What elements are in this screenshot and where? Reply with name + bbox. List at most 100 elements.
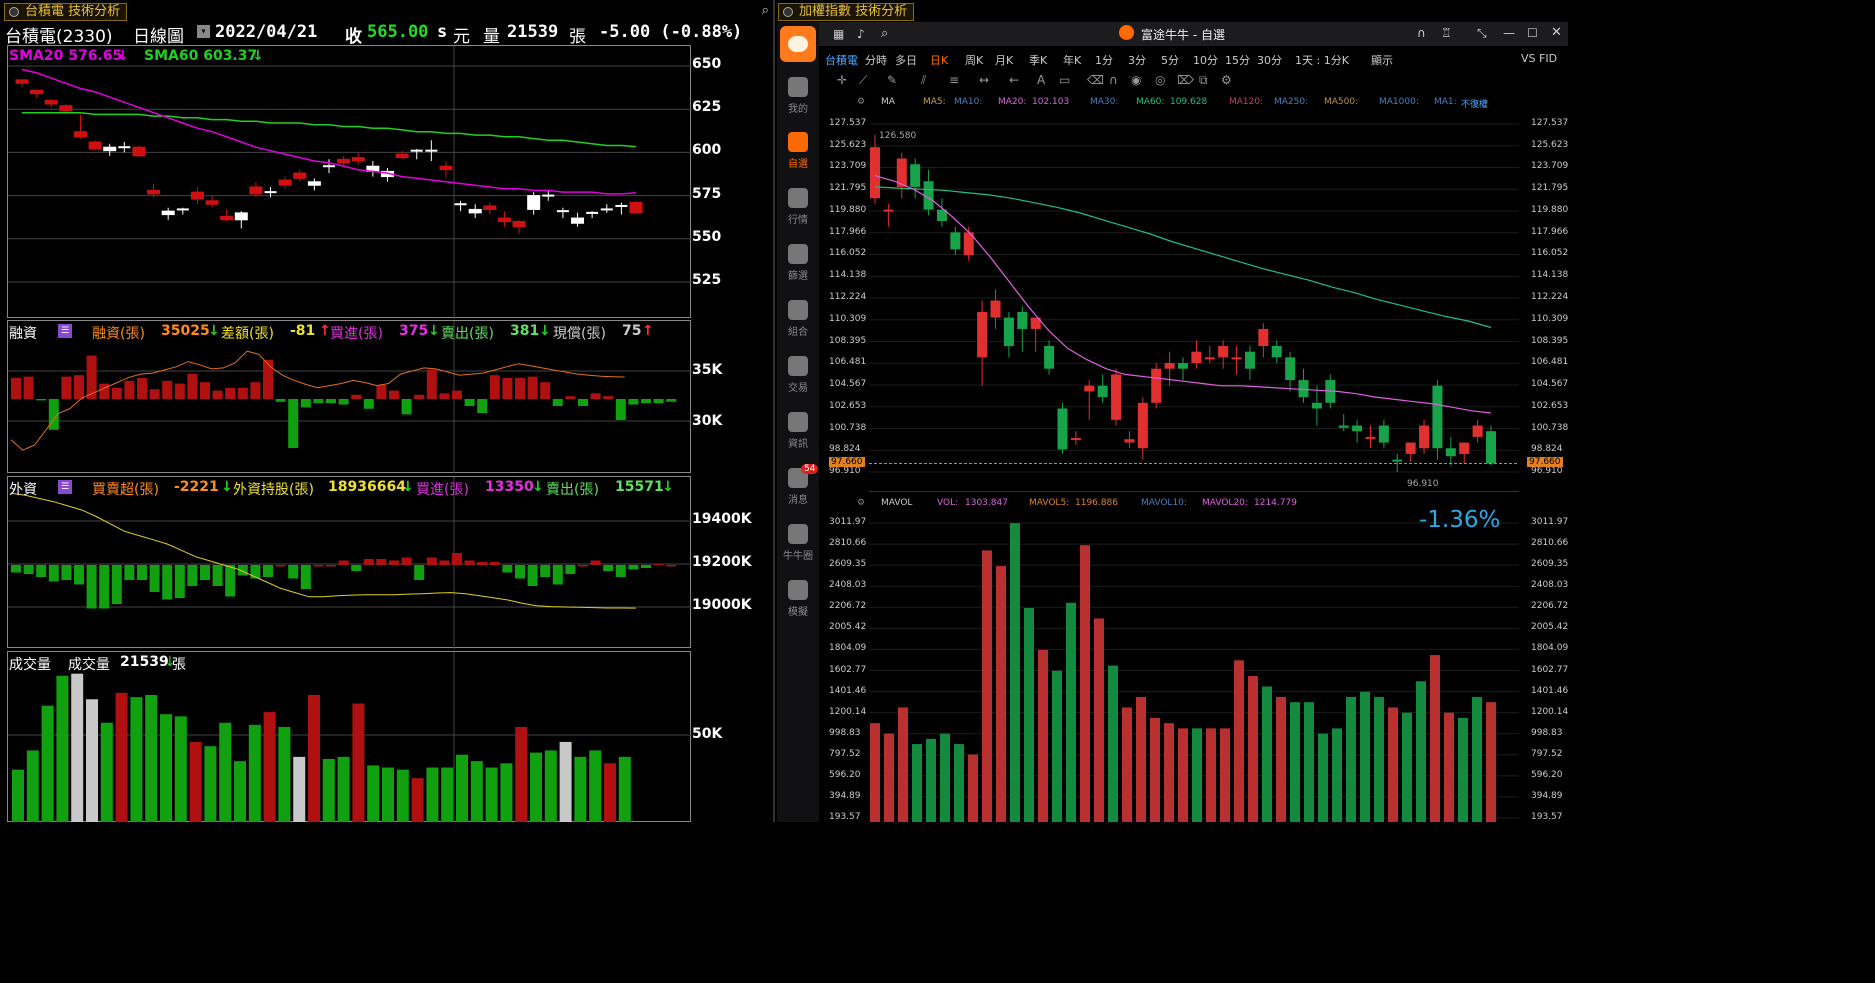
candle-body — [512, 221, 526, 228]
volume-tick-label-right: 2810.66 — [1531, 538, 1568, 549]
pen-tool-icon[interactable]: ✎ — [887, 73, 898, 87]
volume-bar — [100, 722, 113, 822]
price-tick-label-right: 112.224 — [1531, 291, 1568, 302]
margin-chart[interactable] — [8, 321, 692, 474]
futu-price-pane[interactable]: 126.580 96.910 — [869, 114, 1519, 492]
timeframe-tab[interactable]: 顯示 — [1371, 54, 1393, 67]
timeframe-tab[interactable]: 30分 — [1257, 54, 1282, 67]
timeframe-tab[interactable]: VS FID — [1521, 52, 1558, 65]
timeframe-tab[interactable]: 5分 — [1161, 54, 1179, 67]
margin-bar — [351, 394, 362, 399]
close-icon[interactable]: ✕ — [1551, 25, 1562, 40]
last-price-tag-right: 97.660 — [1527, 457, 1563, 468]
sidebar-item-9[interactable]: 模擬 — [777, 580, 819, 618]
timeframe-tab[interactable]: 日K — [930, 54, 949, 67]
note-tool-icon[interactable]: ▭ — [1059, 73, 1071, 87]
eye-icon[interactable]: ◉ — [1131, 73, 1142, 87]
volume-bar — [1374, 696, 1384, 822]
window-menu-icon[interactable] — [9, 7, 19, 17]
community-icon — [788, 524, 808, 544]
sma60-line — [22, 111, 637, 148]
sidebar-item-0[interactable]: 我的 — [777, 77, 819, 115]
timeframe-tab[interactable]: 15分 — [1225, 54, 1250, 67]
headset-icon[interactable]: ∩ — [1417, 26, 1426, 40]
left-window-tab[interactable]: 台積電 技術分析 — [4, 3, 128, 21]
message-badge: 54 — [801, 464, 819, 474]
crosshair-icon[interactable]: ✛ — [837, 73, 848, 87]
minimize-icon[interactable]: — — [1503, 26, 1515, 40]
list-settings-icon[interactable]: ☰ — [58, 480, 72, 494]
lock-icon[interactable]: ◎ — [1155, 73, 1166, 87]
magnifier-icon[interactable]: ⌕ — [761, 3, 769, 18]
timeframe-tab[interactable]: 台積電 — [825, 54, 858, 67]
volume-chart[interactable] — [8, 652, 692, 822]
margin-bar — [250, 382, 261, 399]
period-dropdown-icon[interactable]: ▾ — [197, 25, 210, 38]
fib-tool-icon[interactable]: ≡ — [949, 73, 960, 87]
no-adjust-toggle[interactable]: 不復權 — [1461, 100, 1489, 110]
timeframe-tab[interactable]: 周K — [965, 54, 984, 67]
margin-bar — [48, 399, 59, 430]
timeframe-tab[interactable]: 多日 — [895, 54, 917, 67]
sidebar-item-6[interactable]: 資訊 — [777, 412, 819, 450]
maximize-icon[interactable]: ☐ — [1527, 26, 1538, 40]
volume-bar — [367, 765, 380, 822]
price-pane[interactable]: SMA20 576.65 ↓ SMA60 603.37 ↓ — [7, 45, 692, 319]
volume-pane[interactable]: 成交量 成交量 21539 ↓ 張 — [7, 651, 692, 822]
magnet-icon[interactable]: ∩ — [1109, 73, 1118, 87]
candle-body — [205, 200, 219, 205]
arrow-tool-icon[interactable]: ← — [1009, 73, 1020, 87]
timeframe-tab[interactable]: 年K — [1063, 54, 1082, 67]
period-label[interactable]: 日線圖 — [133, 27, 184, 47]
candle-body — [629, 202, 643, 214]
search-icon[interactable]: ⌕ — [881, 26, 889, 41]
sidebar-item-2[interactable]: 行情 — [777, 188, 819, 226]
delete-icon[interactable]: ⌦ — [1177, 73, 1194, 87]
window-menu-icon[interactable] — [783, 7, 793, 17]
sidebar-item-3[interactable]: 篩選 — [777, 244, 819, 282]
channel-tool-icon[interactable]: ⫽ — [921, 73, 927, 87]
grid-view-icon[interactable]: ▦ — [833, 27, 845, 41]
ma-item-label: MA250: — [1274, 97, 1309, 107]
foreign-bar — [200, 565, 210, 580]
list-settings-icon[interactable]: ☰ — [58, 324, 72, 338]
right-window-tab[interactable]: 加權指數 技術分析 — [778, 3, 915, 21]
line-tool-icon[interactable]: ⟋ — [859, 73, 868, 87]
timeframe-tab[interactable]: 10分 — [1193, 54, 1218, 67]
futu-volume-pane[interactable]: -1.36% — [869, 507, 1519, 822]
collapse-icon[interactable]: ⤡ — [1477, 26, 1487, 40]
avatar[interactable] — [780, 26, 816, 62]
timeframe-tab[interactable]: 1天 : 1分K — [1295, 54, 1349, 67]
candle-body — [190, 191, 204, 200]
sidebar-item-8[interactable]: 牛牛圈 — [777, 524, 819, 562]
sidebar-item-label: 消息 — [788, 495, 808, 506]
candlestick-chart[interactable] — [8, 46, 692, 319]
foreign-pane[interactable]: 外資 ☰ 買賣超(張) -2221 ↓ 外資持股(張) 18936664 ↓ 買進(張) 1335… — [7, 476, 692, 649]
settings-gear-icon[interactable]: ⚙ — [1221, 73, 1232, 87]
sidebar-item-4[interactable]: 組合 — [777, 300, 819, 338]
candle-body — [1164, 363, 1175, 369]
eraser-icon[interactable]: ⌫ — [1087, 73, 1104, 87]
futu-volume-chart[interactable] — [869, 513, 1519, 822]
foreign-chart[interactable] — [8, 477, 692, 649]
measure-tool-icon[interactable]: ↔ — [979, 73, 990, 87]
margin-pane[interactable]: 融資 ☰ 融資(張) 35025 ↓ 差額(張) -81 ↑ 買進(張) 375 ↓ 賣出(張) 381… — [7, 320, 692, 474]
candle-body — [88, 141, 102, 150]
timeframe-tab[interactable]: 1分 — [1095, 54, 1113, 67]
timeframe-tab[interactable]: 季K — [1029, 54, 1048, 67]
text-tool-icon[interactable]: A — [1037, 73, 1046, 87]
volume-tick-label-right: 193.57 — [1531, 812, 1563, 822]
futu-candlestick-chart[interactable]: 126.580 96.910 — [869, 114, 1519, 492]
sidebar-item-1[interactable]: 自選 — [777, 132, 819, 170]
layers-icon[interactable]: ⧉ — [1199, 73, 1208, 87]
shirt-icon[interactable]: ♖ — [1441, 26, 1452, 40]
sidebar-item-5[interactable]: 交易 — [777, 356, 819, 394]
timeframe-tab[interactable]: 月K — [995, 54, 1014, 67]
sidebar-item-label: 篩選 — [788, 271, 808, 282]
timeframe-tab[interactable]: 分時 — [865, 54, 887, 67]
bell-icon[interactable]: ♪ — [857, 27, 865, 41]
timeframe-tab[interactable]: 3分 — [1128, 54, 1146, 67]
sidebar-item-7[interactable]: 消息 54 — [777, 464, 819, 506]
candle-body — [1137, 402, 1148, 449]
stock-name[interactable]: 台積電(2330) — [5, 27, 113, 47]
